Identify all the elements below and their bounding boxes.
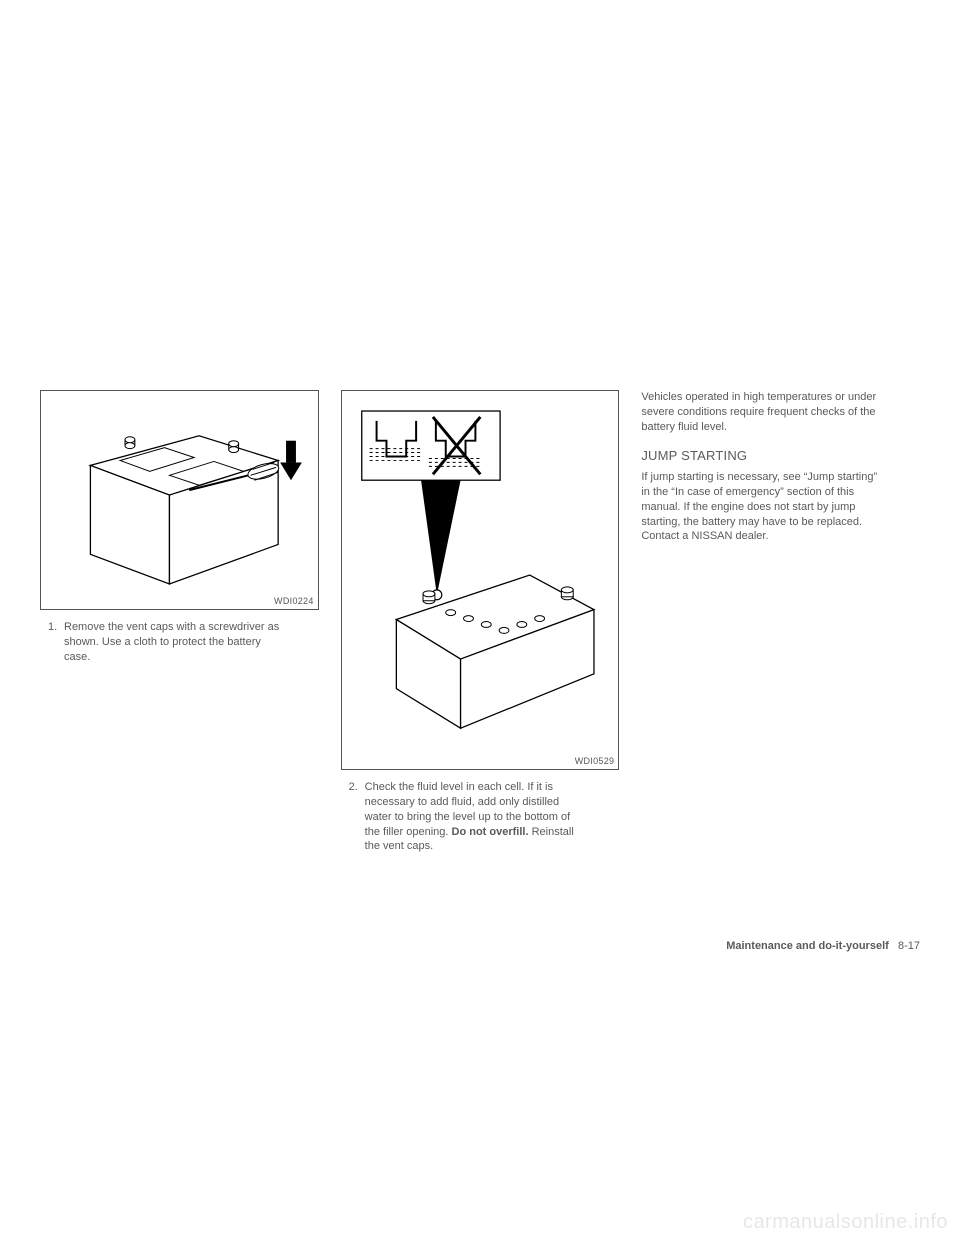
line: Remove the vent caps with a screwdriver … [64,621,279,633]
page-footer: Maintenance and do-it-yourself 8-17 [726,940,920,952]
step-1-text: Remove the vent caps with a screwdriver … [64,620,317,665]
line: manual. If the engine does not start by … [641,501,855,513]
line: Vehicles operated in high temperatures o… [641,391,876,403]
figure-box-2: WDI0529 [341,390,620,770]
line: the vent caps. [365,840,434,852]
line: starting, the battery may have to be rep… [641,516,862,528]
figure-label-2: WDI0529 [575,755,615,767]
step-1-number: 1. [48,620,64,665]
figure-label-1: WDI0224 [274,595,314,607]
line: Reinstall [529,826,574,838]
line: If jump starting is necessary, see “Jump… [641,471,877,483]
battery-fluid-level-illustration [342,391,619,769]
line: necessary to add fluid, add only distill… [365,796,559,808]
content-columns: WDI0224 1. Remove the vent caps with a s… [40,390,920,950]
footer-section: Maintenance and do-it-yourself [726,940,889,952]
manual-page: WDI0224 1. Remove the vent caps with a s… [0,0,960,1242]
step-2: 2. Check the fluid level in each cell. I… [341,780,620,854]
bold: Do not overfill. [452,826,529,838]
step-1: 1. Remove the vent caps with a screwdriv… [40,620,319,665]
jump-starting-paragraph: If jump starting is necessary, see “Jump… [641,470,920,544]
figure-box-1: WDI0224 [40,390,319,610]
line: the filler opening. [365,826,452,838]
watermark: carmanualsonline.info [743,1211,948,1234]
line: case. [64,651,90,663]
battery-vent-caps-illustration [41,391,318,609]
column-2: WDI0529 2. Check the fluid level in each… [341,390,620,950]
line: shown. Use a cloth to protect the batter… [64,636,261,648]
line: in the “In case of emergency” section of… [641,486,854,498]
line: Check the fluid level in each cell. If i… [365,781,553,793]
line: battery fluid level. [641,421,727,433]
column-3: Vehicles operated in high temperatures o… [641,390,920,950]
step-2-text: Check the fluid level in each cell. If i… [365,780,618,854]
line: water to bring the level up to the botto… [365,811,570,823]
jump-starting-heading: JUMP STARTING [641,447,920,465]
footer-page: 8-17 [898,940,920,952]
line: Contact a NISSAN dealer. [641,530,768,542]
line: severe conditions require frequent check… [641,406,875,418]
column-1: WDI0224 1. Remove the vent caps with a s… [40,390,319,950]
intro-paragraph: Vehicles operated in high temperatures o… [641,390,920,435]
step-2-number: 2. [349,780,365,854]
